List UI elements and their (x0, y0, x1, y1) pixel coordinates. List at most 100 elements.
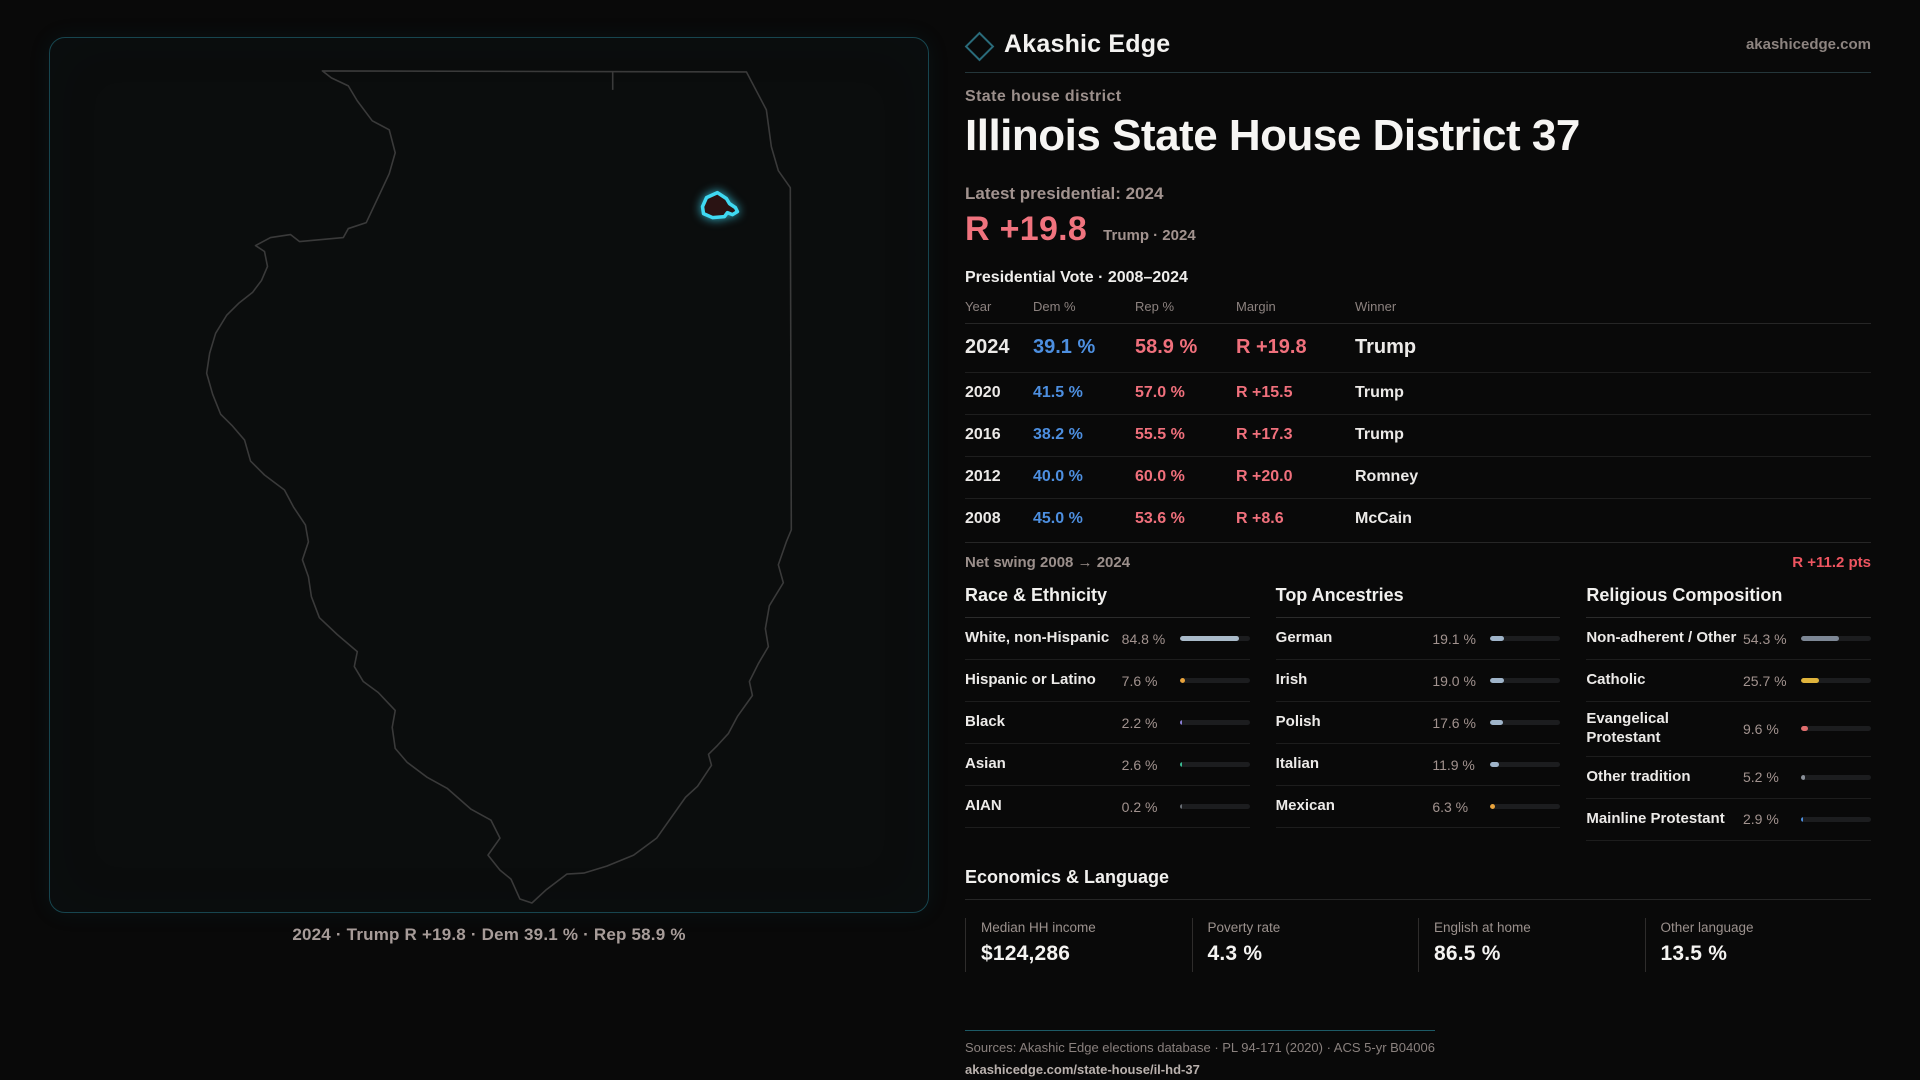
demo-value: 6.3 % (1432, 798, 1469, 815)
bar-fill (1800, 816, 1803, 822)
cell-year: 2008 (965, 510, 1001, 527)
list-item: Black 2.2 % (965, 702, 1250, 744)
district-37-shape[interactable] (700, 190, 740, 220)
cell-dem: 45.0 % (1033, 510, 1083, 527)
stat-value: 13.5 % (1660, 941, 1728, 965)
demographics-grid: Race & Ethnicity White, non-Hispanic 84.… (965, 585, 1871, 841)
bar-fill (1179, 804, 1182, 809)
bar-track (1490, 720, 1561, 725)
cell-dem: 40.0 % (1033, 468, 1083, 485)
race-ethnicity-title: Race & Ethnicity (965, 585, 1250, 618)
table-row: 2008 45.0 % 53.6 % R +8.6 McCain (965, 499, 1871, 540)
bar-track (1490, 762, 1561, 767)
col-margin: Margin (1236, 299, 1276, 314)
cell-margin: R +20.0 (1236, 468, 1293, 485)
bar-fill (1800, 774, 1805, 780)
bar-track (1800, 816, 1871, 822)
bar-track (1800, 678, 1871, 683)
stat-english-home: English at home 86.5 % (1418, 917, 1645, 972)
bar-fill (1179, 678, 1185, 683)
bar-fill (1490, 720, 1503, 725)
stat-label: English at home (1434, 919, 1531, 935)
demo-value: 2.6 % (1121, 756, 1158, 773)
demo-label: Catholic (1586, 671, 1646, 689)
table-row: 2024 39.1 % 58.9 % R +19.8 Trump (965, 324, 1871, 373)
list-item: German 19.1 % (1275, 618, 1561, 660)
cell-rep: 60.0 % (1135, 468, 1185, 485)
brand-name: Akashic Edge (1004, 30, 1171, 58)
demo-value: 54.3 % (1742, 630, 1787, 647)
stat-label: Median HH income (981, 919, 1096, 935)
col-dem: Dem % (1033, 299, 1076, 314)
section-divider (965, 542, 1871, 543)
map-caption: 2024 · Trump R +19.8 · Dem 39.1 % · Rep … (292, 925, 686, 944)
religion-title: Religious Composition (1586, 585, 1871, 618)
demo-label: Evangelical Protestant (1586, 710, 1669, 746)
illinois-map[interactable] (50, 38, 928, 912)
ancestries-column: Top Ancestries German 19.1 % Irish 19.0 … (1275, 585, 1561, 841)
net-swing-row: Net swing 2008 → 2024 R +11.2 pts (965, 543, 1871, 577)
list-item: Asian 2.6 % (965, 744, 1250, 786)
cell-winner: Trump (1355, 336, 1417, 358)
bar-track (1490, 636, 1561, 641)
stat-label: Poverty rate (1207, 919, 1281, 935)
illinois-state-outline (205, 70, 793, 904)
bar-track (1800, 774, 1871, 780)
bar-fill (1490, 678, 1504, 683)
cell-year: 2012 (965, 468, 1001, 485)
bar-track (1179, 678, 1250, 683)
stat-other-language: Other language 13.5 % (1644, 917, 1872, 972)
stat-median-income: Median HH income $124,286 (965, 917, 1192, 972)
demo-value: 2.2 % (1121, 714, 1158, 731)
demo-value: 19.0 % (1432, 672, 1476, 689)
footer: Sources: Akashic Edge elections database… (965, 1029, 1871, 1079)
vote-table-title: Presidential Vote · 2008–2024 (965, 269, 1188, 286)
permalink[interactable]: akashicedge.com/state-house/il-hd-37 (965, 1061, 1200, 1077)
bar-track (1179, 636, 1250, 641)
ancestries-title: Top Ancestries (1275, 585, 1561, 618)
list-item: Other tradition 5.2 % (1586, 757, 1871, 799)
bar-fill (1800, 636, 1839, 641)
cell-rep: 53.6 % (1135, 510, 1185, 527)
cell-margin: R +17.3 (1236, 426, 1293, 443)
cell-year: 2024 (965, 336, 1010, 358)
demo-label: Hispanic or Latino (965, 671, 1096, 689)
bar-fill (1179, 720, 1182, 725)
col-year: Year (965, 299, 992, 314)
col-rep: Rep % (1135, 299, 1175, 314)
kicker-label: State house district (965, 88, 1122, 105)
list-item: Evangelical Protestant 9.6 % (1586, 702, 1871, 757)
cell-rep: 55.5 % (1135, 426, 1185, 443)
list-item: Non-adherent / Other 54.3 % (1586, 618, 1871, 660)
demo-label: White, non-Hispanic (965, 629, 1110, 647)
bar-fill (1490, 804, 1495, 809)
demo-label: Black (965, 713, 1006, 731)
content-panel: Akashic Edge akashicedge.com State house… (964, 30, 1872, 1079)
list-item: Mainline Protestant 2.9 % (1586, 799, 1871, 841)
cell-year: 2016 (965, 426, 1001, 443)
bar-fill (1179, 762, 1182, 767)
stat-label: Other language (1660, 919, 1754, 935)
demo-value: 9.6 % (1742, 720, 1779, 737)
demo-label: Other tradition (1586, 767, 1691, 785)
bar-track (1179, 762, 1250, 767)
list-item: Mexican 6.3 % (1275, 786, 1561, 828)
bar-fill (1800, 726, 1808, 732)
list-item: Catholic 25.7 % (1586, 660, 1871, 702)
cell-winner: Romney (1355, 468, 1419, 485)
cell-margin: R +8.6 (1236, 510, 1284, 527)
demo-label: Mexican (1275, 797, 1335, 815)
cell-margin: R +15.5 (1236, 384, 1293, 401)
demo-value: 2.9 % (1742, 811, 1779, 827)
demo-label: Mainline Protestant (1586, 809, 1725, 827)
cell-winner: Trump (1355, 384, 1404, 401)
site-link[interactable]: akashicedge.com (1745, 36, 1871, 53)
page-title: Illinois State House District 37 (965, 111, 1580, 160)
demo-value: 25.7 % (1742, 672, 1787, 689)
latest-presidential-label: Latest presidential: 2024 (965, 184, 1164, 203)
demo-label: AIAN (965, 797, 1002, 815)
bar-fill (1800, 678, 1819, 683)
cell-dem: 39.1 % (1033, 336, 1096, 358)
stat-value: 4.3 % (1207, 941, 1263, 965)
cell-rep: 57.0 % (1135, 384, 1185, 401)
